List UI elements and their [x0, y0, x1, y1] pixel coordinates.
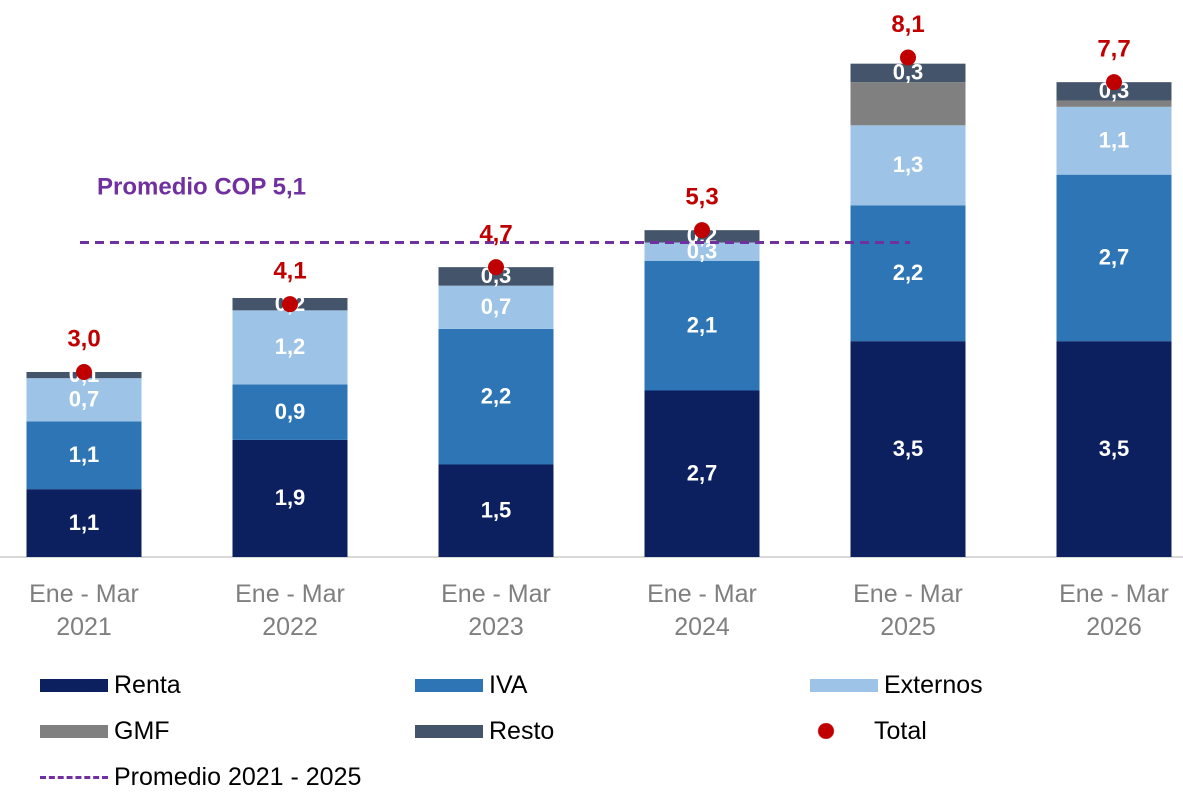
- total-dot: [76, 364, 92, 380]
- bar-segment: [850, 205, 966, 342]
- bar-segment: [26, 489, 142, 557]
- legend-label: Externos: [884, 670, 983, 699]
- legend-swatch: [415, 724, 483, 738]
- legend-swatch: [810, 723, 842, 739]
- bar-segment: [1056, 82, 1172, 101]
- legend-swatch: [40, 678, 108, 692]
- data-label: 2,1: [687, 313, 718, 338]
- bar-segment: [644, 390, 760, 557]
- bar-segment: [438, 328, 554, 465]
- legend-label: IVA: [489, 670, 528, 699]
- data-label: 3,5: [1099, 436, 1130, 461]
- x-tick-label: Ene - Mar 2026: [1059, 580, 1169, 641]
- bar-segment: [644, 242, 760, 261]
- data-label: 1,9: [275, 485, 306, 510]
- total-dot: [488, 259, 504, 276]
- bar-segment: [644, 261, 760, 391]
- bar-segment: [438, 285, 554, 329]
- average-annotation: Promedio COP 5,1: [97, 173, 306, 200]
- legend-item: Total: [810, 716, 927, 746]
- total-label: 7,7: [1097, 36, 1130, 63]
- data-label: 2,7: [687, 461, 718, 486]
- legend-swatch: [40, 724, 108, 738]
- bar-segment: [26, 421, 142, 490]
- total-label: 8,1: [891, 11, 924, 38]
- bar-segment: [1056, 100, 1172, 107]
- x-tick-label: Ene - Mar 2021: [29, 580, 139, 641]
- legend-item: Resto: [415, 716, 554, 746]
- data-label: 0,7: [481, 294, 512, 319]
- total-dot: [1106, 74, 1122, 91]
- data-label: 2,2: [481, 383, 512, 408]
- legend-label: Renta: [114, 670, 181, 699]
- bar-segment: [232, 439, 348, 557]
- legend-item: Externos: [810, 670, 983, 700]
- legend-item: GMF: [40, 716, 170, 746]
- legend-swatch: [40, 775, 108, 779]
- bar-segment: [438, 464, 554, 557]
- data-label: 1,2: [275, 334, 306, 359]
- total-dot: [282, 296, 298, 313]
- data-label: 3,5: [893, 436, 924, 461]
- legend-label: Promedio 2021 - 2025: [114, 762, 362, 791]
- total-dot: [900, 49, 916, 66]
- bar-segment: [232, 310, 348, 385]
- bar-segment: [850, 82, 966, 126]
- legend-swatch: [415, 678, 483, 692]
- data-label: 0,9: [275, 399, 306, 424]
- data-label: 0,7: [69, 387, 100, 412]
- bar-segment: [850, 125, 966, 206]
- data-label: 1,5: [481, 498, 512, 523]
- bar-segment: [438, 267, 554, 286]
- x-tick-label: Ene - Mar 2023: [441, 580, 551, 641]
- total-dot: [694, 222, 710, 239]
- x-tick-label: Ene - Mar 2025: [853, 580, 963, 641]
- bar-segment: [1056, 341, 1172, 557]
- total-label: 4,1: [273, 258, 306, 285]
- x-tick-label: Ene - Mar 2022: [235, 580, 345, 641]
- data-label: 2,2: [893, 260, 924, 285]
- data-label: 1,1: [1099, 128, 1130, 153]
- bar-segment: [26, 378, 142, 422]
- legend-item: Promedio 2021 - 2025: [40, 762, 361, 792]
- legend-label: GMF: [114, 716, 170, 745]
- legend-item: IVA: [415, 670, 527, 700]
- legend-swatch: [810, 678, 878, 692]
- data-label: 1,3: [893, 152, 924, 177]
- x-tick-label: Ene - Mar 2024: [647, 580, 757, 641]
- bar-segment: [850, 341, 966, 557]
- total-label: 5,3: [685, 184, 718, 211]
- legend-item: Renta: [40, 670, 181, 700]
- data-label: 2,7: [1099, 245, 1130, 270]
- bar-segment: [850, 63, 966, 83]
- bar-segment: [1056, 106, 1172, 175]
- legend-label: Total: [874, 716, 927, 745]
- data-label: 1,1: [69, 442, 100, 467]
- bar-segment: [1056, 174, 1172, 342]
- total-label: 3,0: [67, 325, 100, 352]
- data-label: 1,1: [69, 510, 100, 535]
- legend-label: Resto: [489, 716, 555, 745]
- total-label: 4,7: [479, 221, 512, 248]
- bar-segment: [232, 384, 348, 440]
